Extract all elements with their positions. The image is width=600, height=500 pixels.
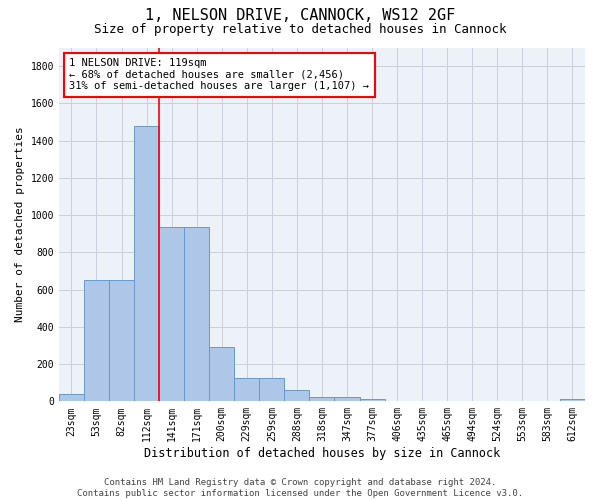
Bar [109,280,134,402]
Text: Size of property relative to detached houses in Cannock: Size of property relative to detached ho… [94,22,506,36]
Bar [134,126,159,402]
X-axis label: Distribution of detached houses by size in Cannock: Distribution of detached houses by size … [144,447,500,460]
Text: 1, NELSON DRIVE, CANNOCK, WS12 2GF: 1, NELSON DRIVE, CANNOCK, WS12 2GF [145,8,455,22]
Bar [59,394,84,402]
Bar [209,348,234,402]
Bar [159,226,184,402]
Bar [84,280,109,402]
Bar [259,378,284,402]
Bar [310,396,334,402]
Text: 1 NELSON DRIVE: 119sqm
← 68% of detached houses are smaller (2,456)
31% of semi-: 1 NELSON DRIVE: 119sqm ← 68% of detached… [70,58,370,92]
Y-axis label: Number of detached properties: Number of detached properties [15,126,25,322]
Bar [234,378,259,402]
Bar [284,390,310,402]
Bar [560,398,585,402]
Text: Contains HM Land Registry data © Crown copyright and database right 2024.
Contai: Contains HM Land Registry data © Crown c… [77,478,523,498]
Bar [184,226,209,402]
Bar [334,396,359,402]
Bar [359,398,385,402]
